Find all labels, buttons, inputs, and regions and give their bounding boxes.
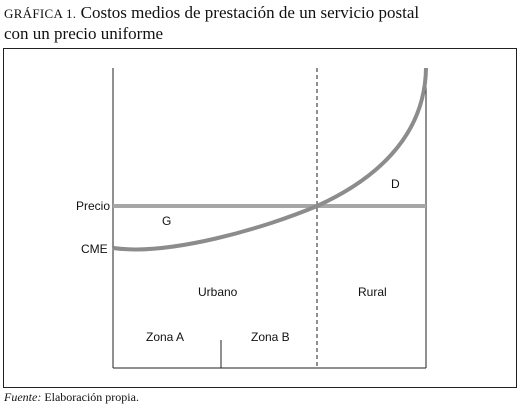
title-line-1: Costos medios de prestación de un servic… <box>80 3 420 22</box>
area-g-label: G <box>162 214 171 228</box>
area-d-label: D <box>391 177 400 191</box>
chart-title: Gráfica 1. Costos medios de prestación d… <box>4 3 518 44</box>
source-label: Fuente: <box>4 390 42 404</box>
rural-label: Rural <box>358 285 387 299</box>
cme-label: CME <box>81 242 108 256</box>
title-line-2: con un precio uniforme <box>4 24 164 43</box>
chart-frame <box>3 48 517 388</box>
zona-b-label: Zona B <box>251 330 290 344</box>
urbano-label: Urbano <box>198 285 238 299</box>
cme-curve <box>112 67 428 252</box>
source-text: Elaboración propia. <box>44 390 139 404</box>
zona-a-label: Zona A <box>146 330 184 344</box>
price-label: Precio <box>76 199 110 213</box>
source-note: Fuente: Elaboración propia. <box>4 390 139 405</box>
figure-label: Gráfica 1. <box>4 6 77 21</box>
